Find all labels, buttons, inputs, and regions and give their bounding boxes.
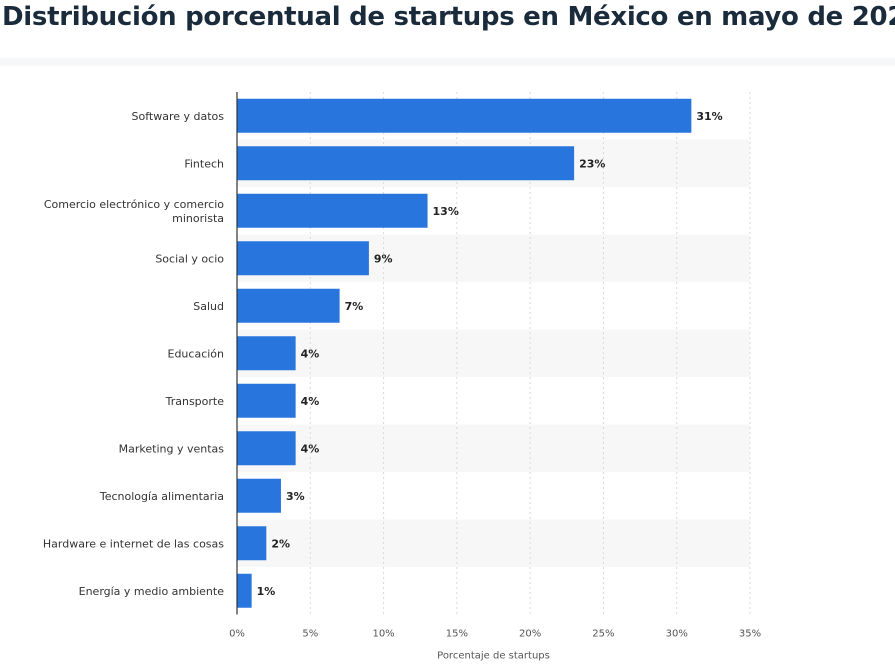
bar (237, 573, 252, 608)
chart-title: Distribución porcentual de startups en M… (2, 2, 895, 32)
x-tick-label: 0% (229, 629, 245, 640)
category-label: Tecnología alimentaria (99, 490, 224, 503)
bar (237, 146, 575, 181)
x-tick-label: 25% (592, 629, 614, 640)
x-axis-label: Porcentaje de startups (437, 651, 550, 662)
category-label: Hardware e internet de las cosas (43, 537, 224, 550)
bar (237, 241, 369, 276)
x-tick-label: 35% (739, 629, 761, 640)
category-label: Software y datos (132, 110, 225, 123)
value-label: 13% (433, 205, 459, 218)
bar (237, 336, 296, 371)
category-label: minorista (172, 212, 224, 225)
value-label: 3% (286, 490, 305, 503)
value-label: 7% (345, 300, 364, 313)
category-label: Fintech (184, 157, 224, 170)
x-tick-label: 10% (372, 629, 394, 640)
category-label: Educación (168, 347, 225, 360)
x-tick-label: 30% (666, 629, 688, 640)
bar (237, 98, 692, 133)
x-tick-label: 5% (302, 629, 318, 640)
category-label: Social y ocio (155, 252, 224, 265)
value-label: 31% (696, 110, 722, 123)
value-label: 1% (257, 585, 276, 598)
value-label: 4% (301, 442, 320, 455)
value-label: 23% (579, 157, 605, 170)
category-label: Transporte (165, 395, 225, 408)
value-label: 4% (301, 347, 320, 360)
value-label: 4% (301, 395, 320, 408)
bar (237, 383, 296, 418)
bar (237, 526, 267, 561)
bar (237, 478, 281, 513)
bar (237, 193, 428, 228)
row-band (237, 519, 750, 567)
category-label: Comercio electrónico y comercio (44, 198, 224, 211)
x-tick-label: 20% (519, 629, 541, 640)
header-divider (0, 58, 895, 66)
bar (237, 288, 340, 323)
row-band (237, 424, 750, 472)
category-label: Marketing y ventas (119, 442, 225, 455)
x-tick-label: 15% (446, 629, 468, 640)
category-label: Salud (193, 300, 224, 313)
category-label: Energía y medio ambiente (79, 585, 225, 598)
row-band (237, 329, 750, 377)
value-label: 9% (374, 252, 393, 265)
bar (237, 431, 296, 466)
value-label: 2% (271, 537, 290, 550)
